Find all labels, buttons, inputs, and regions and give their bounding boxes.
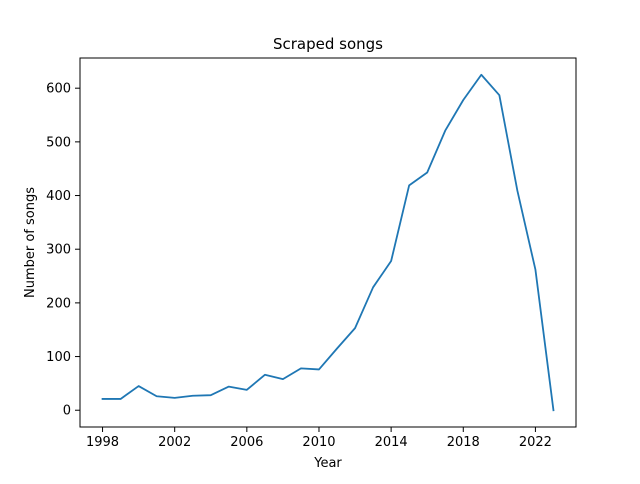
chart-title: Scraped songs xyxy=(273,35,383,53)
y-axis-label: Number of songs xyxy=(23,187,38,298)
series-line xyxy=(101,73,555,412)
x-tick-label: 1998 xyxy=(86,435,119,450)
plot-frame xyxy=(79,57,577,428)
x-tick-label: 2002 xyxy=(158,435,191,450)
y-tick-label: 200 xyxy=(46,296,71,311)
x-axis-label: Year xyxy=(313,456,342,471)
series-layer xyxy=(101,73,555,412)
y-tick-label: 500 xyxy=(46,135,71,150)
y-tick-label: 400 xyxy=(46,189,71,204)
x-tick-label: 2014 xyxy=(375,435,408,450)
y-tick-label: 300 xyxy=(46,243,71,258)
x-tick-label: 2022 xyxy=(519,435,552,450)
y-tick-label: 0 xyxy=(63,404,71,419)
y-tick-label: 100 xyxy=(46,350,71,365)
x-tick-label: 2006 xyxy=(230,435,263,450)
x-tick-label: 2010 xyxy=(302,435,335,450)
axis-ticks: 1998 2002 2006 2010 2014 2018 2022 0 100 200 300 40… xyxy=(46,82,552,450)
plot-area xyxy=(80,58,576,427)
x-tick-label: 2018 xyxy=(447,435,480,450)
y-tick-label: 600 xyxy=(46,82,71,97)
